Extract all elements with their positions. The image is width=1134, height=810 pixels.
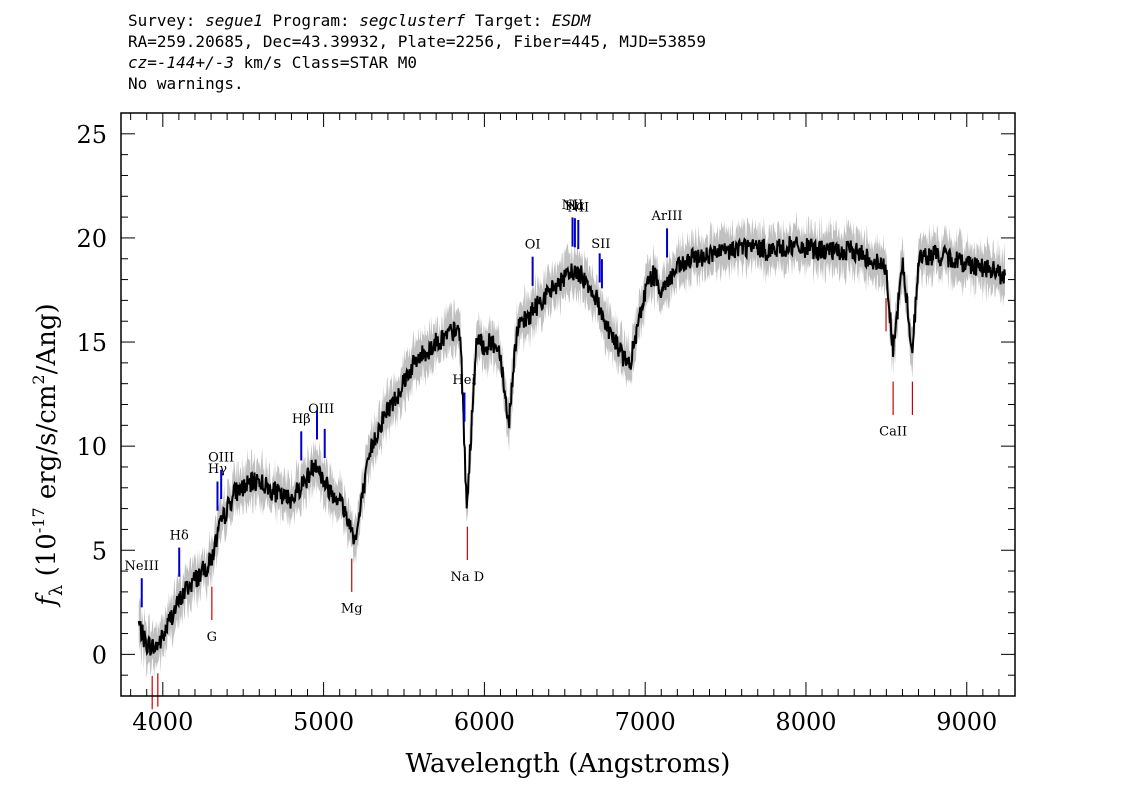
spectral-line-label: NII	[567, 201, 589, 216]
program-label: Program:	[272, 11, 350, 30]
header-line-1: Survey: segue1 Program: segclusterf Targ…	[128, 10, 706, 31]
cz-class: km/s Class=STAR M0	[233, 53, 417, 72]
error-band-layer	[138, 210, 1005, 678]
spectral-line-label: Hγ	[208, 462, 227, 477]
spectral-line-label: OIII	[308, 402, 334, 417]
y-tick-label: 20	[76, 225, 107, 253]
spectral-line-label: Hδ	[170, 528, 189, 543]
spectral-line-label: Hβ	[292, 412, 311, 427]
spectral-line-label: OI	[525, 237, 541, 252]
x-tick-label: 5000	[293, 708, 354, 736]
spectral-line-label: SII	[591, 237, 610, 252]
x-tick-label: 8000	[775, 708, 836, 736]
x-tick-label: 7000	[615, 708, 676, 736]
spectrum-header: Survey: segue1 Program: segclusterf Targ…	[128, 10, 706, 94]
header-line-4: No warnings.	[128, 74, 244, 93]
spectral-line-label: HeI	[452, 373, 476, 388]
y-tick-label: 15	[76, 329, 107, 357]
x-tick-label: 6000	[454, 708, 515, 736]
spectral-line-label: NII	[562, 198, 584, 213]
flux-error-band	[138, 210, 1005, 678]
cz-label: cz	[128, 53, 148, 72]
spectral-line-label: OIII	[208, 451, 234, 466]
y-axis-title: fλ (10-17 erg/s/cm2/Ang)	[29, 303, 67, 607]
spectral-line-label: G	[207, 630, 217, 645]
survey-label: Survey:	[128, 11, 196, 30]
program-value: segclusterf	[359, 11, 466, 30]
target-label: Target:	[474, 11, 543, 30]
spectral-line-label: Mg	[341, 602, 363, 617]
spectral-line-label: NeIII	[124, 559, 158, 574]
flux-line-layer	[137, 236, 1006, 657]
survey-value: segue1	[205, 11, 263, 30]
target-value: ESDM	[551, 11, 591, 30]
x-tick-label: 9000	[936, 708, 997, 736]
y-tick-label: 25	[76, 121, 107, 149]
spectral-line-label: ArIII	[651, 209, 683, 224]
flux-series-line	[137, 236, 1006, 657]
x-tick-label: 4000	[132, 708, 193, 736]
header-line-2: RA=259.20685, Dec=43.39932, Plate=2256, …	[128, 32, 706, 51]
y-tick-label: 10	[76, 433, 107, 461]
y-tick-label: 0	[92, 641, 107, 669]
y-tick-label: 5	[92, 537, 107, 565]
line-marker-layer: NeIIIHδHγOIIIHβOIIIHeIOINIIHαSIINIIArIII…	[124, 198, 914, 710]
spectral-line-label: Na D	[451, 570, 485, 585]
spectral-line-label: Hα	[565, 199, 585, 214]
spectral-line-label: CaII	[879, 425, 907, 440]
x-axis-title: Wavelength (Angstroms)	[406, 749, 731, 779]
cz-equals: =	[147, 53, 157, 72]
cz-value: -144+/-3	[156, 53, 234, 72]
tick-layer: 4000 5000 6000 7000 8000 9000 0 5 10 15 20 25	[76, 112, 1015, 736]
header-line-3: cz=-144+/-3 km/s Class=STAR M0	[128, 52, 706, 73]
